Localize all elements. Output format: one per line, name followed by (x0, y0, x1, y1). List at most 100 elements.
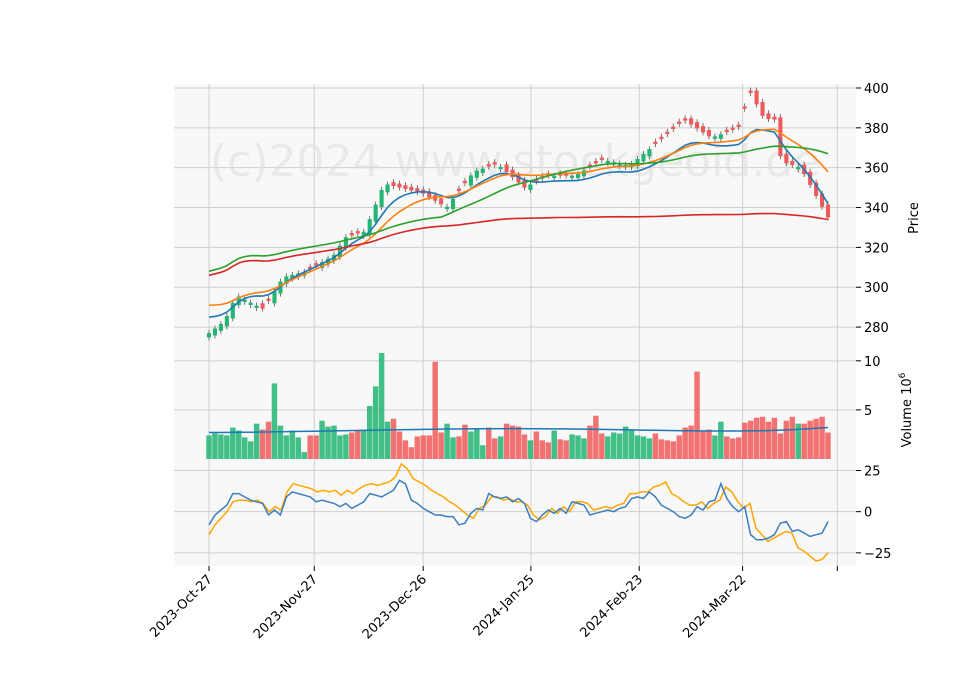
candle-body (480, 168, 485, 174)
candle-body (314, 263, 319, 266)
y-tick-label: 5 (864, 404, 872, 419)
candle-body (641, 154, 646, 162)
candle-body (706, 130, 712, 137)
volume-bar (795, 423, 801, 459)
volume-bar (289, 430, 296, 459)
candle-body (534, 179, 539, 182)
candle-body (819, 193, 825, 207)
candle-body (718, 134, 723, 139)
volume-bar (587, 425, 593, 459)
x-tick-label: 2024-Jan-25 (471, 572, 538, 639)
candle-body (575, 173, 581, 179)
volume-bar (402, 440, 409, 459)
volume-bar (396, 431, 403, 459)
candle-body (700, 126, 706, 133)
volume-bar (331, 425, 337, 459)
volume-bar (670, 441, 676, 459)
volume-bar (628, 429, 635, 459)
volume-bar (646, 438, 653, 459)
volume-bar (301, 452, 307, 459)
candle-body (468, 175, 473, 186)
volume-axis-label: Volume 106 (898, 372, 915, 447)
volume-bar (444, 423, 450, 459)
candle-body (242, 299, 247, 302)
volume-bar (420, 435, 427, 459)
candle-body (599, 157, 604, 160)
x-tick-label: 2023-Oct-27 (147, 572, 215, 640)
y-tick-label: 400 (864, 82, 889, 97)
volume-bar (682, 427, 688, 459)
volume-bar (771, 417, 778, 459)
volume-bar (462, 424, 468, 459)
volume-bar (575, 435, 581, 459)
volume-bar (230, 427, 236, 459)
volume-bar (593, 415, 599, 459)
volume-bar (271, 383, 278, 459)
volume-axis-exponent: 6 (898, 372, 908, 378)
volume-bar (509, 425, 516, 459)
candle-body (355, 231, 360, 234)
candle-body (736, 124, 741, 128)
candle-body (337, 245, 342, 258)
volume-bar (753, 417, 760, 459)
volume-bar (712, 435, 718, 459)
candle-body (379, 189, 384, 207)
volume-bar (503, 423, 510, 459)
candle-body (266, 298, 271, 301)
volume-bar (825, 432, 831, 459)
volume-bar (581, 438, 587, 459)
volume-bar (545, 442, 551, 459)
candle-body (825, 204, 831, 218)
volume-bar (735, 437, 742, 459)
moving-average-line-4 (208, 212, 829, 277)
candle-body (385, 184, 390, 193)
candle-body (403, 185, 408, 190)
y-tick-label: 340 (864, 202, 889, 217)
candle-body (218, 323, 223, 331)
y-tick-label: 360 (864, 162, 889, 177)
volume-bar (563, 440, 569, 459)
candle-body (248, 302, 253, 305)
volume-bar (605, 436, 611, 459)
candle-body (665, 131, 670, 135)
y-tick-label: 0 (864, 506, 872, 521)
volume-bar (337, 435, 343, 459)
candle-body (361, 231, 366, 236)
candle-body (784, 153, 789, 164)
volume-bar (313, 435, 319, 459)
candle-body (760, 101, 765, 116)
volume-bar (789, 416, 796, 459)
candle-body (462, 180, 467, 184)
candle-body (427, 191, 432, 198)
volume-bar (372, 386, 379, 459)
candle-body (671, 126, 676, 129)
volume-bar (277, 425, 284, 459)
x-tick-label: 2023-Dec-26 (360, 572, 430, 642)
volume-bar (700, 430, 706, 459)
candle-body (343, 237, 348, 248)
candle-body (367, 219, 372, 235)
panel-background-0 (174, 84, 856, 351)
candle-body (617, 163, 622, 166)
volume-bar (480, 445, 486, 459)
y-tick-label: 320 (864, 241, 889, 256)
volume-bar (408, 447, 415, 459)
volume-bar (807, 420, 813, 459)
candle-body (552, 175, 557, 179)
volume-bar (206, 435, 212, 459)
candle-body (474, 170, 479, 178)
volume-average-line (208, 426, 829, 434)
candle-body (439, 198, 444, 205)
candle-body (415, 188, 420, 193)
y-tick-label: −25 (864, 547, 891, 562)
volume-bar (325, 426, 331, 459)
y-tick-label: 380 (864, 122, 889, 137)
volume-bar (706, 429, 712, 459)
volume-bar (236, 430, 242, 459)
candle-body (730, 127, 735, 130)
candle-body (230, 302, 235, 319)
candle-body (778, 117, 783, 157)
candle-body (593, 161, 598, 164)
y-tick-label: 10 (864, 355, 881, 370)
volume-bar (224, 435, 230, 459)
